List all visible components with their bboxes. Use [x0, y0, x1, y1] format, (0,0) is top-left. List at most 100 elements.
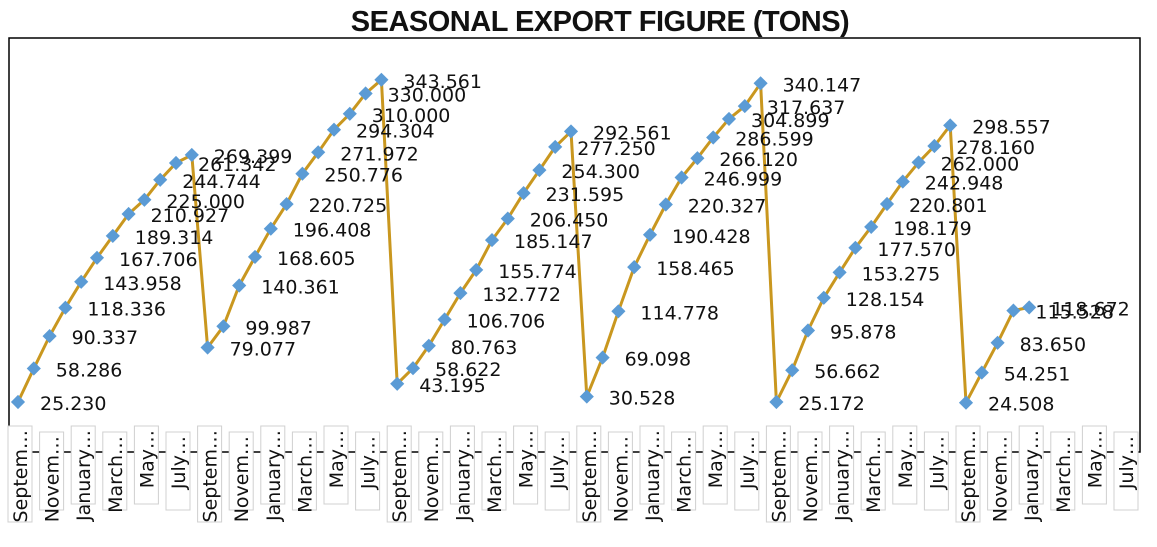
data-label: 198.179: [893, 218, 972, 240]
data-point: [200, 340, 215, 355]
data-point: [642, 227, 658, 242]
x-tick-label: July…: [1116, 436, 1138, 490]
data-point: [247, 249, 263, 264]
data-label: 225.000: [166, 191, 245, 213]
x-tick-label-box: [1081, 425, 1107, 505]
data-label: 56.662: [814, 361, 880, 383]
data-label: 155.774: [498, 261, 577, 283]
data-label: 189.314: [135, 227, 214, 249]
data-label: 340.147: [783, 74, 862, 96]
data-point: [769, 394, 784, 410]
data-point: [753, 76, 768, 91]
x-tick-label-box: [797, 431, 823, 511]
data-label: 158.465: [656, 258, 735, 280]
data-point: [579, 389, 594, 404]
data-point: [879, 196, 895, 212]
x-tick-label: March…: [294, 436, 316, 513]
x-tick-label: Novem…: [42, 436, 64, 522]
data-point: [627, 260, 642, 275]
data-label: 58.286: [56, 360, 122, 382]
x-tick-label-box: [165, 431, 191, 511]
x-tick-label-box: [702, 425, 728, 505]
x-tick-label: March…: [863, 436, 885, 513]
x-tick-label-box: [639, 425, 665, 505]
data-label: 69.098: [625, 349, 691, 371]
x-tick-label-box: [102, 431, 128, 511]
data-label: 25.172: [798, 393, 864, 415]
data-point: [690, 151, 705, 166]
data-point: [184, 147, 199, 162]
x-tick-label: July…: [737, 436, 759, 490]
data-label: 294.304: [356, 121, 435, 143]
data-label: 118.336: [87, 299, 166, 321]
x-tick-label: May…: [895, 430, 917, 488]
plot-area-border: [8, 37, 1141, 453]
x-tick-label-box: [513, 425, 539, 505]
data-label: 106.706: [467, 311, 546, 333]
data-point: [390, 376, 405, 391]
x-tick-label-box: [765, 425, 791, 523]
data-label: 140.361: [261, 277, 340, 299]
data-label: 271.972: [340, 143, 419, 165]
x-tick-label: May…: [136, 430, 158, 488]
data-label: 220.327: [688, 196, 767, 218]
x-tick-label-box: [260, 425, 286, 505]
data-point: [785, 363, 800, 378]
data-point: [548, 139, 563, 154]
data-label: 266.120: [719, 149, 798, 171]
x-tick-label-box: [481, 431, 507, 511]
data-label: 24.508: [988, 394, 1054, 416]
x-tick-label: January…: [452, 430, 474, 522]
x-tick-label-box: [671, 431, 697, 511]
data-point: [927, 138, 942, 154]
data-point: [10, 394, 26, 410]
data-label: 115.528: [1035, 302, 1114, 324]
x-tick-label-box: [734, 431, 760, 511]
data-point: [153, 172, 168, 187]
data-point: [737, 99, 752, 114]
data-point: [295, 166, 310, 181]
x-tick-label-box: [39, 431, 65, 511]
data-point: [405, 361, 421, 376]
data-point: [895, 174, 910, 189]
data-label: 246.999: [704, 169, 783, 191]
x-tick-label-box: [7, 425, 33, 523]
data-point: [168, 155, 184, 171]
x-tick-label: Novem…: [800, 436, 822, 522]
x-tick-label: March…: [484, 436, 506, 513]
data-label: 250.776: [324, 165, 403, 187]
data-point: [595, 350, 610, 365]
data-point: [42, 329, 57, 344]
x-tick-label: Septem…: [958, 430, 980, 522]
x-tick-label: July…: [358, 436, 380, 490]
data-point: [532, 163, 547, 178]
x-tick-label: Septem…: [579, 430, 601, 522]
x-tick-label-box: [449, 425, 475, 505]
data-label: 30.528: [609, 388, 675, 410]
data-label: 269.399: [214, 146, 293, 168]
data-label: 304.899: [751, 110, 830, 132]
data-label: 143.958: [103, 273, 182, 295]
data-label: 292.561: [593, 122, 672, 144]
data-label: 54.251: [1004, 364, 1070, 386]
data-point: [484, 233, 500, 248]
data-point: [516, 186, 531, 201]
data-label: 277.250: [577, 138, 656, 160]
data-label: 118.672: [1051, 298, 1130, 320]
data-label: 177.570: [877, 239, 956, 261]
data-point: [800, 323, 816, 338]
x-tick-label: January…: [832, 430, 854, 522]
data-point: [958, 395, 974, 410]
x-tick-label: May…: [1084, 430, 1106, 488]
data-point: [658, 197, 673, 212]
x-tick-label-box: [892, 425, 918, 505]
x-tick-label: July…: [926, 436, 948, 490]
x-axis-tick-labels: Septem… Novem… January… March… May… July… Sept…: [7, 425, 1139, 523]
data-label: 83.650: [1020, 334, 1086, 356]
data-point: [832, 265, 847, 280]
x-tick-label: May…: [326, 430, 348, 488]
data-point: [674, 170, 689, 185]
data-point: [943, 118, 958, 133]
x-tick-label-box: [829, 425, 855, 505]
data-point: [1006, 303, 1021, 318]
